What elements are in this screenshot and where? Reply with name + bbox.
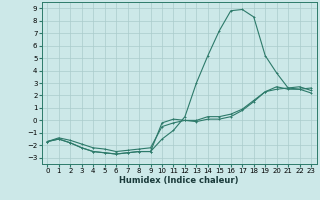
X-axis label: Humidex (Indice chaleur): Humidex (Indice chaleur) [119, 176, 239, 185]
